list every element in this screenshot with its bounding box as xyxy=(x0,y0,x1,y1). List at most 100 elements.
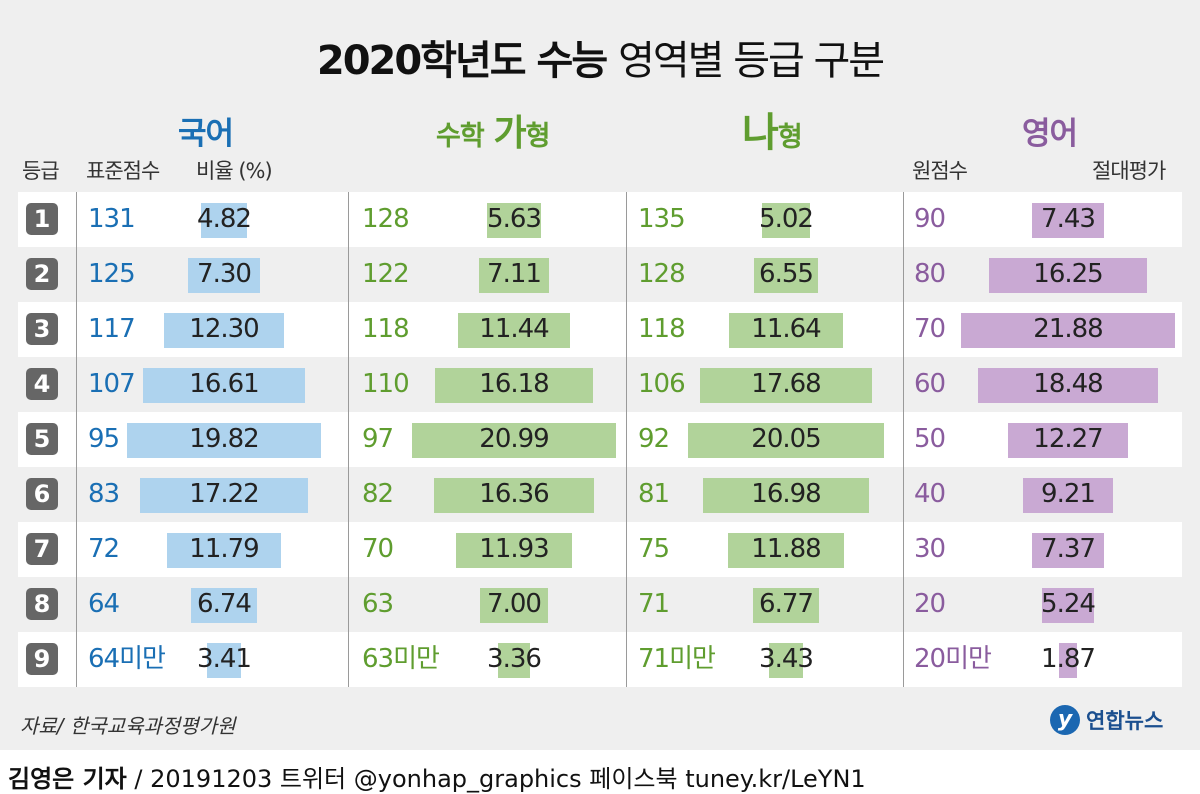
grade-badge: 5 xyxy=(26,423,58,455)
score-label: 64미만 xyxy=(88,644,166,674)
ratio-bar xyxy=(729,313,843,348)
grade-badge: 9 xyxy=(26,643,58,675)
ratio-value: 16.61 xyxy=(189,369,259,399)
ratio-bar xyxy=(977,368,1159,403)
ratio-bar xyxy=(688,423,884,458)
score-label: 80 xyxy=(914,259,946,289)
divider-line xyxy=(626,192,627,687)
ratio-value: 11.64 xyxy=(751,314,821,344)
ratio-value: 7.43 xyxy=(1041,204,1096,234)
ratio-value: 3.36 xyxy=(487,644,542,674)
score-label: 50 xyxy=(914,424,946,454)
ratio-bar xyxy=(479,588,549,623)
ratio-value: 21.88 xyxy=(1033,314,1103,344)
score-label: 106 xyxy=(638,369,686,399)
ratio-bar xyxy=(703,478,869,513)
ratio-bar xyxy=(1032,533,1104,568)
grade-table: 1 131 4.82 128 5.63 135 5.02 90 7.43 2 125 7.30 122 7… xyxy=(18,192,1182,687)
section-math-na-title: 나형 xyxy=(742,100,803,158)
divider-line xyxy=(348,192,349,687)
math-label: 수학 xyxy=(436,121,485,152)
math-ga-hyeong: 형 xyxy=(525,121,551,152)
math-na-label: 나 xyxy=(742,110,779,156)
divider-line xyxy=(76,192,77,687)
grade-badge: 1 xyxy=(26,203,58,235)
score-label: 20 xyxy=(914,589,946,619)
ratio-value: 5.24 xyxy=(1041,589,1096,619)
math-ga-label: 가 xyxy=(493,113,526,154)
section-korean-title: 국어 xyxy=(178,116,234,152)
ratio-value: 9.21 xyxy=(1041,479,1096,509)
ratio-value: 7.11 xyxy=(487,259,542,289)
table-row: 3 117 12.30 118 11.44 118 11.64 70 21.88 xyxy=(18,302,1182,357)
source-note: 자료/ 한국교육과정평가원 xyxy=(20,714,236,738)
score-label: 70 xyxy=(914,314,946,344)
score-label: 135 xyxy=(638,204,686,234)
score-label: 128 xyxy=(362,204,410,234)
section-math-ga-title: 수학 가형 xyxy=(436,104,551,156)
ratio-bar xyxy=(699,368,873,403)
ratio-value: 11.79 xyxy=(189,534,259,564)
score-label: 125 xyxy=(88,259,136,289)
ratio-bar xyxy=(754,258,818,293)
ratio-value: 11.88 xyxy=(751,534,821,564)
ratio-bar xyxy=(411,423,617,458)
ratio-bar xyxy=(200,203,248,238)
score-label: 75 xyxy=(638,534,670,564)
score-label: 118 xyxy=(362,314,410,344)
header-ratio: 비율 (%) xyxy=(196,159,273,183)
ratio-value: 12.27 xyxy=(1033,424,1103,454)
ratio-value: 3.43 xyxy=(759,644,814,674)
ratio-value: 5.02 xyxy=(759,204,814,234)
ratio-value: 7.30 xyxy=(197,259,252,289)
score-label: 107 xyxy=(88,369,136,399)
yonhap-logo-icon: y xyxy=(1050,705,1080,735)
ratio-value: 6.74 xyxy=(197,589,252,619)
grade-badge: 7 xyxy=(26,533,58,565)
section-english-title: 영어 xyxy=(1022,116,1078,152)
ratio-value: 16.18 xyxy=(479,369,549,399)
score-label: 82 xyxy=(362,479,394,509)
table-row: 6 83 17.22 82 16.36 81 16.98 40 9.21 xyxy=(18,467,1182,522)
ratio-value: 3.41 xyxy=(197,644,252,674)
grade-badge: 3 xyxy=(26,313,58,345)
ratio-bar xyxy=(988,258,1148,293)
ratio-value: 11.44 xyxy=(479,314,549,344)
table-row: 4 107 16.61 110 16.18 106 17.68 60 18.48 xyxy=(18,357,1182,412)
math-na-hyeong: 형 xyxy=(777,122,803,153)
score-label: 92 xyxy=(638,424,670,454)
table-row: 8 64 6.74 63 7.00 71 6.77 20 5.24 xyxy=(18,577,1182,632)
table-row: 2 125 7.30 122 7.11 128 6.55 80 16.25 xyxy=(18,247,1182,302)
ratio-value: 16.98 xyxy=(751,479,821,509)
score-label: 83 xyxy=(88,479,120,509)
ratio-bar xyxy=(497,643,531,678)
score-label: 63 xyxy=(362,589,394,619)
score-label: 71미만 xyxy=(638,644,716,674)
ratio-value: 19.82 xyxy=(189,424,259,454)
ratio-bar xyxy=(207,643,241,678)
credit-details: / 20191203 트위터 @yonhap_graphics 페이스북 tun… xyxy=(126,765,866,793)
header-raw-score: 원점수 xyxy=(912,159,968,183)
score-label: 131 xyxy=(88,204,136,234)
ratio-value: 17.68 xyxy=(751,369,821,399)
ratio-value: 1.87 xyxy=(1041,644,1096,674)
ratio-bar xyxy=(486,203,542,238)
ratio-bar xyxy=(434,478,594,513)
ratio-value: 7.00 xyxy=(487,589,542,619)
score-label: 70 xyxy=(362,534,394,564)
score-label: 64 xyxy=(88,589,120,619)
ratio-value: 12.30 xyxy=(189,314,259,344)
ratio-value: 16.25 xyxy=(1033,259,1103,289)
score-label: 63미만 xyxy=(362,644,440,674)
ratio-bar xyxy=(188,258,260,293)
credit-line: 김영은 기자 / 20191203 트위터 @yonhap_graphics 페… xyxy=(8,759,866,794)
header-std-score: 표준점수 xyxy=(86,159,160,183)
title-light: 영역별 등급 구분 xyxy=(618,38,885,84)
ratio-bar xyxy=(164,313,284,348)
score-label: 71 xyxy=(638,589,670,619)
score-label: 128 xyxy=(638,259,686,289)
score-label: 97 xyxy=(362,424,394,454)
ratio-bar xyxy=(166,533,282,568)
divider-line xyxy=(903,192,904,687)
ratio-value: 11.93 xyxy=(479,534,549,564)
